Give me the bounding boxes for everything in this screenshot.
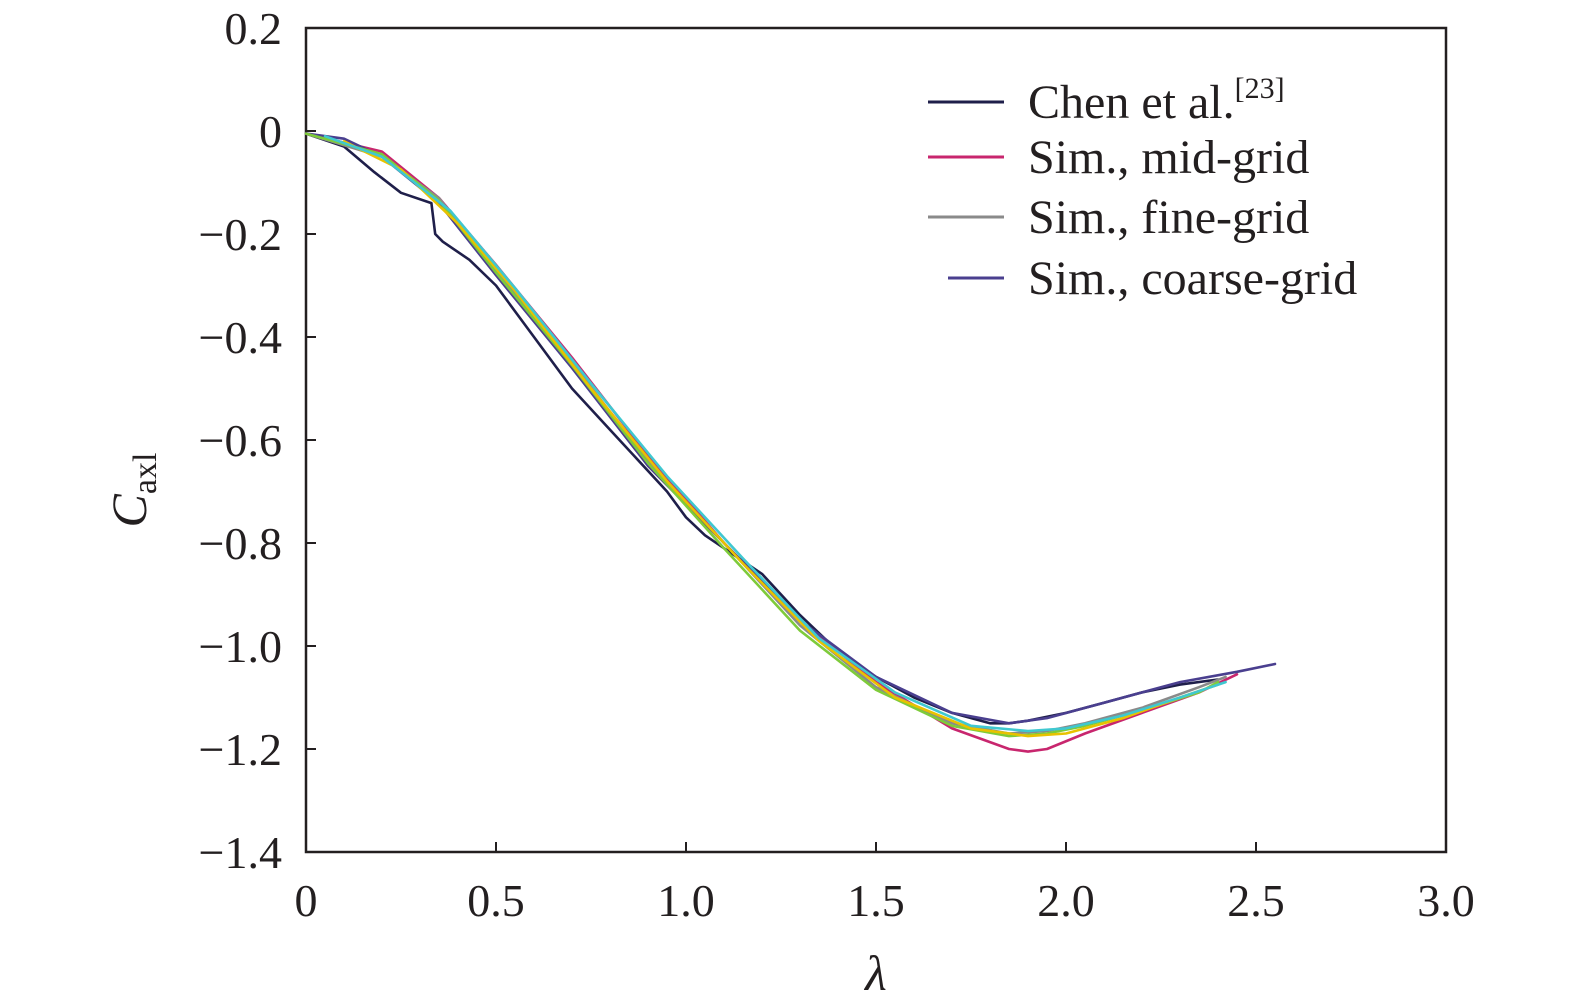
legend-label-superscript: [23] [1235, 72, 1285, 105]
x-axis-title: λ [863, 945, 887, 1001]
y-tick-label: −0.2 [199, 209, 282, 260]
y-tick-label: 0.2 [225, 3, 283, 54]
series-layer [304, 132, 1277, 753]
x-tick-label: 1.0 [657, 875, 715, 926]
y-tick-label: −1.0 [199, 621, 282, 672]
y-axis-title-main: C [101, 493, 157, 527]
series-line-6 [323, 134, 1227, 733]
x-tick-label: 1.5 [847, 875, 905, 926]
y-tick-label: 0 [259, 106, 282, 157]
legend-label: Sim., mid-grid [1028, 131, 1309, 184]
y-tick-label: −0.6 [199, 415, 282, 466]
x-tick-label: 2.0 [1037, 875, 1095, 926]
x-tick-label: 0.5 [467, 875, 525, 926]
y-tick-label: −0.4 [199, 312, 282, 363]
x-tick-label: 0 [295, 875, 318, 926]
x-axis-ticks: 0 0.5 1.0 1.5 2.0 2.5 3.0 [295, 842, 1475, 926]
y-tick-label: −1.2 [199, 724, 282, 775]
y-tick-label: −0.8 [199, 518, 282, 569]
y-axis-title-subscript: axl [127, 453, 164, 495]
y-axis-title-group: Caxl [101, 453, 164, 528]
y-axis-title: Caxl [101, 453, 164, 528]
y-axis-ticks: 0.2 0 −0.2 −0.4 −0.6 −0.8 −1.0 −1.2 −1.4 [199, 3, 316, 878]
legend-label: Chen et al.[23] [1028, 72, 1285, 129]
legend-label: Sim., coarse-grid [1028, 252, 1357, 305]
y-tick-label: −1.4 [199, 827, 282, 878]
legend: Chen et al.[23]Sim., mid-grid Sim., fine-… [928, 72, 1357, 305]
x-tick-label: 3.0 [1417, 875, 1475, 926]
legend-label: Sim., fine-grid [1028, 191, 1309, 244]
series-line-5 [342, 140, 1220, 738]
x-tick-label: 2.5 [1227, 875, 1285, 926]
